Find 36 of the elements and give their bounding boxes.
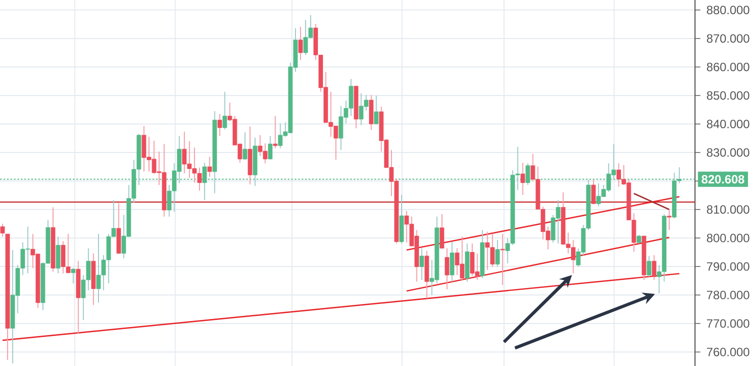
y-tick-label: 870.000 bbox=[706, 34, 750, 43]
y-tick-label: 880.000 bbox=[706, 6, 750, 14]
candlestick bbox=[520, 162, 525, 196]
y-tick-label: 790.000 bbox=[706, 262, 750, 271]
candlestick bbox=[450, 241, 454, 282]
y-tick-label: 760.000 bbox=[706, 348, 750, 356]
candlestick bbox=[591, 179, 596, 204]
candlestick bbox=[222, 91, 227, 130]
candlestick bbox=[444, 248, 450, 290]
y-tick-label: 830.000 bbox=[706, 148, 750, 157]
ref-line-label: 820.608 bbox=[702, 175, 744, 184]
candlestick bbox=[369, 94, 374, 130]
y-tick-label: 810.000 bbox=[706, 205, 750, 214]
candlestick bbox=[242, 132, 248, 160]
y-tick-label: 860.000 bbox=[706, 62, 750, 72]
candlestick bbox=[420, 248, 424, 280]
y-tick-label: 780.000 bbox=[706, 290, 750, 300]
candlestick bbox=[646, 255, 652, 278]
candlestick bbox=[500, 234, 505, 286]
candlestick bbox=[667, 210, 672, 231]
candlestick bbox=[298, 26, 303, 60]
candlestick bbox=[652, 254, 656, 280]
candlestick bbox=[0, 223, 5, 238]
y-tick-label: 850.000 bbox=[706, 91, 750, 100]
y-tick-label: 770.000 bbox=[706, 319, 750, 328]
candlestick bbox=[268, 135, 272, 160]
candlestick bbox=[71, 267, 76, 284]
candlestick bbox=[273, 116, 278, 149]
y-tick-label: 840.000 bbox=[706, 120, 750, 128]
candlestick bbox=[440, 214, 444, 249]
candlestick bbox=[218, 114, 222, 136]
candlestick bbox=[495, 239, 500, 268]
y-tick-label: 800.000 bbox=[706, 234, 750, 242]
candlestick bbox=[207, 156, 212, 178]
candlestick bbox=[374, 95, 379, 124]
candlestick bbox=[56, 236, 60, 274]
